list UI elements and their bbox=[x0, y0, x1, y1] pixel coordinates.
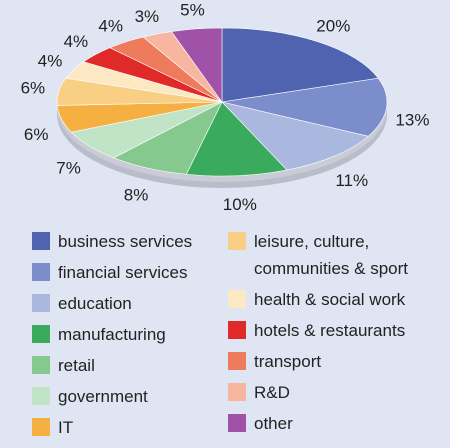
legend-label: transport bbox=[254, 352, 322, 371]
legend-swatch bbox=[228, 321, 246, 339]
legend-swatch bbox=[32, 356, 50, 374]
legend-swatch bbox=[32, 387, 50, 405]
legend-swatch bbox=[32, 418, 50, 436]
data-label: 5% bbox=[180, 1, 205, 20]
legend-item: financial services bbox=[32, 259, 222, 286]
data-label: 4% bbox=[98, 17, 123, 36]
legend-label: other bbox=[254, 414, 293, 433]
legend-label: R&D bbox=[254, 383, 290, 402]
legend: business services financial services educa… bbox=[32, 228, 222, 441]
legend-item: R&D bbox=[228, 379, 418, 406]
legend-item: hotels & restaurants bbox=[228, 317, 418, 344]
pie-slice bbox=[221, 27, 379, 103]
legend-swatch bbox=[32, 325, 50, 343]
data-label: 4% bbox=[64, 32, 89, 51]
legend-label: leisure, culture, communities & sport bbox=[254, 232, 408, 278]
legend-label: health & social work bbox=[254, 290, 406, 309]
data-label: 6% bbox=[21, 79, 46, 98]
legend-label: retail bbox=[58, 356, 95, 375]
data-label: 7% bbox=[56, 158, 81, 177]
data-label: 3% bbox=[135, 7, 160, 26]
legend-swatch bbox=[32, 294, 50, 312]
legend-swatch bbox=[32, 232, 50, 250]
legend-swatch bbox=[228, 414, 246, 432]
legend-swatch bbox=[228, 352, 246, 370]
legend-swatch bbox=[228, 232, 246, 250]
legend-item: transport bbox=[228, 348, 418, 375]
legend-label: business services bbox=[58, 232, 193, 251]
legend-item: manufacturing bbox=[32, 321, 222, 348]
data-label: 11% bbox=[335, 171, 368, 190]
legend-swatch bbox=[228, 290, 246, 308]
chart: 20%13%11%10%8%7%6%6%4%4%4%3% 5% bbox=[21, 1, 430, 214]
pie-slice bbox=[185, 101, 288, 177]
legend-label: manufacturing bbox=[58, 325, 166, 344]
legend-label: hotels & restaurants bbox=[254, 321, 406, 340]
legend: leisure, culture, communities & sport hea… bbox=[228, 228, 418, 437]
pie-slice bbox=[221, 77, 388, 137]
data-label: 13% bbox=[395, 111, 429, 130]
legend-swatch bbox=[32, 263, 50, 281]
data-label: 4% bbox=[38, 51, 63, 70]
pie-slice bbox=[170, 27, 223, 103]
legend-item: business services bbox=[32, 228, 222, 255]
legend-swatch bbox=[228, 383, 246, 401]
pie-slice bbox=[221, 101, 369, 171]
legend-item: government bbox=[32, 383, 222, 410]
legend-item: education bbox=[32, 290, 222, 317]
legend-label: government bbox=[58, 387, 148, 406]
legend-label: education bbox=[58, 294, 132, 313]
legend-label: financial services bbox=[58, 263, 188, 282]
legend-label: IT bbox=[58, 418, 74, 437]
legend-item: health & social work bbox=[228, 286, 418, 313]
data-label: 8% bbox=[124, 186, 149, 205]
legend-item: IT bbox=[32, 414, 222, 441]
data-label: 20% bbox=[316, 17, 350, 36]
data-label: 10% bbox=[223, 195, 257, 214]
legend-item: other bbox=[228, 410, 418, 437]
legend-item: retail bbox=[32, 352, 222, 379]
legend-item: leisure, culture, communities & sport bbox=[228, 228, 418, 282]
data-label: 6% bbox=[24, 125, 49, 144]
